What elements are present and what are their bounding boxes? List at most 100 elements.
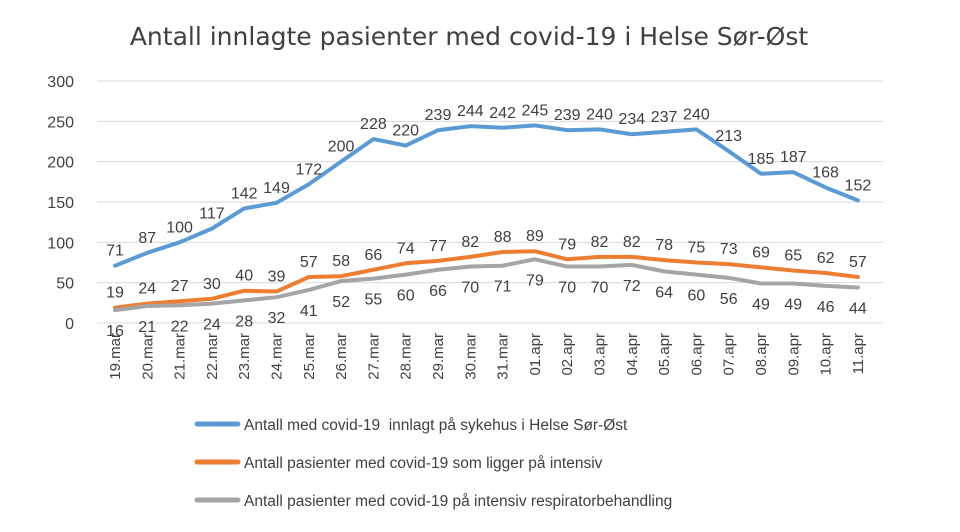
data-label: 41 — [300, 303, 318, 320]
data-label: 168 — [812, 164, 839, 181]
data-label: 152 — [845, 177, 872, 194]
data-label: 220 — [392, 123, 419, 140]
data-label: 30 — [203, 276, 221, 293]
data-label: 57 — [849, 254, 867, 271]
y-tick-label: 200 — [47, 155, 74, 172]
data-label: 244 — [457, 103, 484, 120]
x-tick-label: 04.apr — [624, 333, 641, 376]
y-tick-label: 300 — [47, 74, 74, 91]
x-tick-label: 01.apr — [527, 333, 544, 376]
data-label: 234 — [618, 111, 645, 128]
x-tick-label: 21.mar — [172, 333, 189, 380]
x-tick-label: 25.mar — [301, 333, 318, 380]
data-label: 65 — [784, 248, 802, 265]
data-label: 57 — [300, 254, 318, 271]
x-tick-label: 08.apr — [753, 333, 770, 376]
data-label: 32 — [268, 310, 286, 327]
data-label: 75 — [688, 240, 706, 257]
data-label: 172 — [295, 161, 322, 178]
data-label: 213 — [715, 128, 742, 145]
data-label: 24 — [138, 281, 156, 298]
x-tick-label: 20.mar — [139, 333, 156, 380]
data-label: 82 — [591, 234, 609, 251]
x-tick-label: 24.mar — [269, 333, 286, 380]
x-tick-label: 28.mar — [398, 333, 415, 380]
y-axis-ticks: 0 50 100 150 200 250 300 — [47, 74, 74, 333]
y-tick-label: 50 — [56, 276, 74, 293]
data-label: 60 — [397, 288, 415, 305]
data-label: 60 — [688, 288, 706, 305]
data-label: 237 — [651, 109, 678, 126]
data-label: 44 — [849, 301, 867, 318]
data-label: 240 — [683, 106, 710, 123]
data-label: 66 — [429, 283, 447, 300]
data-label: 74 — [397, 240, 415, 257]
data-label: 239 — [554, 107, 581, 124]
data-label: 56 — [720, 291, 738, 308]
data-label: 69 — [752, 244, 770, 261]
data-label: 52 — [332, 294, 350, 311]
x-tick-label: 29.mar — [430, 333, 447, 380]
series-line-2 — [113, 249, 860, 310]
data-label: 228 — [360, 116, 387, 133]
x-tick-label: 10.apr — [818, 333, 835, 376]
data-label: 58 — [332, 253, 350, 270]
x-tick-label: 11.apr — [850, 333, 867, 374]
x-tick-label: 31.mar — [495, 333, 512, 380]
x-tick-label: 07.apr — [721, 333, 738, 376]
x-tick-label: 27.mar — [365, 333, 382, 380]
data-label: 71 — [106, 243, 124, 260]
data-label: 40 — [235, 268, 253, 285]
data-label: 200 — [328, 139, 355, 156]
data-label: 89 — [526, 228, 544, 245]
x-axis-ticks: 19.mar 20.mar 21.mar 22.mar 23.mar 24.mar 25.m… — [107, 333, 867, 380]
data-label: 24 — [203, 317, 221, 334]
data-label: 49 — [752, 296, 770, 313]
y-tick-label: 250 — [47, 114, 74, 131]
x-tick-label: 09.apr — [785, 333, 802, 376]
data-label: 66 — [365, 247, 383, 264]
x-tick-label: 05.apr — [656, 333, 673, 376]
legend-label-3: Antall pasienter med covid-19 på intensi… — [244, 493, 672, 510]
series-line-1 — [113, 123, 860, 268]
data-label: 78 — [655, 237, 673, 254]
x-tick-label: 03.apr — [592, 333, 609, 376]
data-label: 46 — [817, 299, 835, 316]
data-label: 28 — [235, 313, 253, 330]
data-label: 70 — [591, 280, 609, 297]
data-label: 71 — [494, 279, 512, 296]
data-label: 19 — [106, 285, 124, 302]
data-label: 88 — [494, 229, 512, 246]
data-label: 149 — [263, 180, 290, 197]
data-label: 73 — [720, 241, 738, 258]
y-tick-label: 150 — [47, 195, 74, 212]
data-label: 185 — [748, 151, 775, 168]
data-label: 100 — [166, 219, 193, 236]
data-label: 245 — [522, 102, 549, 119]
legend-label-1: Antall med covid-19 innlagt på sykehus i… — [244, 417, 628, 434]
data-label: 239 — [425, 107, 452, 124]
data-label: 70 — [558, 280, 576, 297]
data-label: 62 — [817, 250, 835, 267]
data-label: 117 — [199, 206, 225, 223]
data-label: 21 — [138, 319, 156, 336]
data-label: 77 — [429, 238, 447, 255]
series-lines — [113, 123, 860, 313]
data-label: 64 — [655, 284, 673, 301]
x-tick-label: 30.mar — [462, 333, 479, 380]
data-label: 79 — [558, 236, 576, 253]
data-label: 49 — [784, 296, 802, 313]
data-label: 72 — [623, 278, 641, 295]
data-label: 82 — [461, 234, 479, 251]
x-tick-label: 06.apr — [688, 333, 705, 376]
data-label: 79 — [526, 272, 544, 289]
data-label: 82 — [623, 234, 641, 251]
data-label: 16 — [106, 323, 124, 340]
data-label: 242 — [489, 105, 516, 122]
data-label: 187 — [780, 149, 807, 166]
legend: Antall med covid-19 innlagt på sykehus i… — [194, 417, 672, 510]
data-label: 240 — [586, 106, 613, 123]
x-tick-label: 19.mar — [107, 333, 124, 380]
